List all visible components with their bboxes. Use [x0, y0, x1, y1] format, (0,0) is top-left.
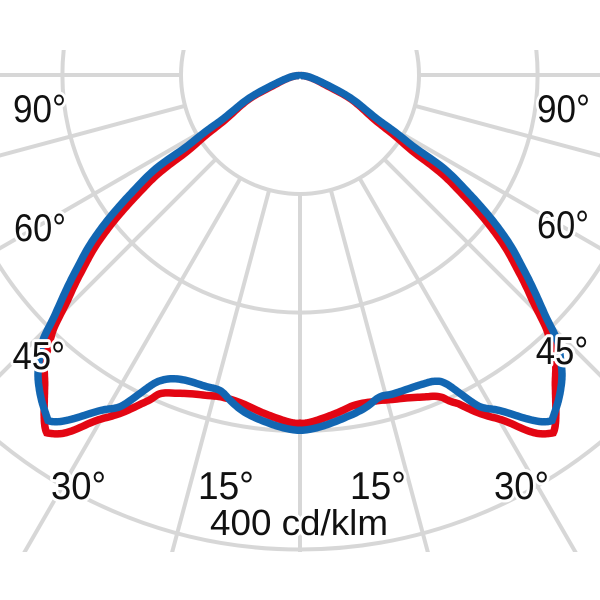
svg-text:15°: 15°	[350, 465, 406, 508]
svg-text:15°: 15°	[198, 465, 254, 508]
svg-text:45°: 45°	[13, 335, 66, 378]
svg-text:30°: 30°	[494, 465, 549, 508]
svg-text:90°: 90°	[13, 88, 66, 131]
svg-text:45°: 45°	[536, 330, 589, 373]
svg-text:60°: 60°	[537, 204, 589, 247]
svg-text:60°: 60°	[14, 207, 66, 250]
svg-text:90°: 90°	[537, 88, 590, 131]
svg-text:30°: 30°	[51, 465, 106, 508]
svg-text:400 cd/klm: 400 cd/klm	[210, 502, 388, 543]
